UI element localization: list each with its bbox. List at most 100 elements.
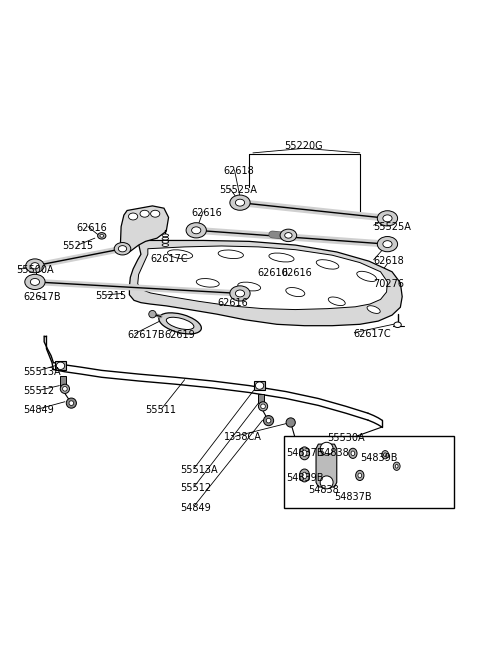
Ellipse shape <box>25 274 45 289</box>
Text: 55513A: 55513A <box>180 465 218 475</box>
Text: 55512: 55512 <box>180 483 211 493</box>
Ellipse shape <box>151 211 160 217</box>
Ellipse shape <box>235 199 245 206</box>
Ellipse shape <box>140 211 149 217</box>
Polygon shape <box>130 241 402 325</box>
Ellipse shape <box>238 282 261 291</box>
Ellipse shape <box>196 279 219 287</box>
Text: 62618: 62618 <box>373 256 404 266</box>
Text: 54839B: 54839B <box>286 473 324 483</box>
Circle shape <box>261 404 265 409</box>
Ellipse shape <box>166 318 194 329</box>
Ellipse shape <box>356 470 364 481</box>
Ellipse shape <box>302 472 307 479</box>
Ellipse shape <box>394 322 401 327</box>
Text: 55511: 55511 <box>145 405 177 415</box>
Polygon shape <box>120 206 168 255</box>
Text: 70276: 70276 <box>373 279 405 289</box>
Text: 62616: 62616 <box>281 268 312 277</box>
Ellipse shape <box>159 313 202 334</box>
Text: 55215: 55215 <box>95 291 126 300</box>
Ellipse shape <box>357 272 377 281</box>
Circle shape <box>60 384 70 394</box>
Ellipse shape <box>186 222 206 238</box>
Bar <box>284 436 454 508</box>
Text: 62617C: 62617C <box>150 254 188 264</box>
Text: 55500A: 55500A <box>16 266 54 276</box>
Ellipse shape <box>56 362 65 369</box>
Ellipse shape <box>129 213 138 220</box>
Ellipse shape <box>192 227 201 234</box>
Ellipse shape <box>114 243 131 255</box>
Ellipse shape <box>285 233 292 238</box>
Ellipse shape <box>97 233 106 239</box>
Ellipse shape <box>383 215 392 222</box>
Text: 54839B: 54839B <box>360 453 397 463</box>
Text: 55525A: 55525A <box>219 185 257 195</box>
Text: 62618: 62618 <box>224 167 254 176</box>
Text: 62616: 62616 <box>76 222 107 232</box>
Ellipse shape <box>384 453 386 457</box>
Ellipse shape <box>230 286 250 301</box>
Text: 62617B: 62617B <box>24 292 61 302</box>
Ellipse shape <box>26 259 44 273</box>
Text: 62616: 62616 <box>192 208 222 218</box>
Ellipse shape <box>351 451 355 456</box>
Ellipse shape <box>316 260 339 269</box>
Bar <box>258 394 264 403</box>
Bar <box>254 381 265 390</box>
Ellipse shape <box>30 278 39 285</box>
Text: 55525A: 55525A <box>373 222 411 232</box>
Text: 62610: 62610 <box>257 268 288 277</box>
Ellipse shape <box>269 253 294 262</box>
Text: 62617C: 62617C <box>353 329 391 338</box>
Ellipse shape <box>168 250 192 258</box>
Ellipse shape <box>162 234 168 237</box>
Ellipse shape <box>162 237 168 240</box>
Text: 54838: 54838 <box>308 485 339 495</box>
Text: 62617B: 62617B <box>127 330 165 340</box>
Circle shape <box>62 386 67 391</box>
Ellipse shape <box>382 451 389 459</box>
Bar <box>55 361 66 371</box>
Ellipse shape <box>162 243 168 247</box>
Circle shape <box>66 398 76 408</box>
Ellipse shape <box>393 462 400 470</box>
Ellipse shape <box>302 450 307 457</box>
Text: 62619: 62619 <box>164 330 195 340</box>
Ellipse shape <box>396 464 398 468</box>
Ellipse shape <box>377 211 397 226</box>
Text: 54849: 54849 <box>180 502 211 513</box>
Text: 55220G: 55220G <box>284 141 323 151</box>
Text: 55215: 55215 <box>62 241 94 251</box>
Text: 55512: 55512 <box>24 386 55 396</box>
Ellipse shape <box>358 473 361 478</box>
Polygon shape <box>316 444 337 487</box>
Circle shape <box>69 401 73 405</box>
Circle shape <box>258 401 268 411</box>
Ellipse shape <box>286 287 305 297</box>
Text: 1338CA: 1338CA <box>224 432 262 442</box>
Text: 62616: 62616 <box>217 298 248 308</box>
Text: 55530A: 55530A <box>327 433 365 443</box>
Polygon shape <box>138 246 387 310</box>
Ellipse shape <box>255 382 264 389</box>
Circle shape <box>320 476 333 489</box>
Text: 54837B: 54837B <box>335 492 372 502</box>
Text: 54837B: 54837B <box>286 448 324 459</box>
Ellipse shape <box>377 237 397 252</box>
Ellipse shape <box>31 262 39 269</box>
Ellipse shape <box>230 195 250 211</box>
Ellipse shape <box>300 469 310 482</box>
Ellipse shape <box>235 290 245 297</box>
Ellipse shape <box>162 241 168 243</box>
Circle shape <box>149 310 156 318</box>
Text: 55513A: 55513A <box>24 367 61 377</box>
Circle shape <box>264 415 274 426</box>
Ellipse shape <box>383 241 392 247</box>
Circle shape <box>286 418 295 427</box>
Circle shape <box>320 442 333 455</box>
Text: 54838: 54838 <box>318 448 349 459</box>
Ellipse shape <box>349 448 357 459</box>
Ellipse shape <box>367 306 380 314</box>
